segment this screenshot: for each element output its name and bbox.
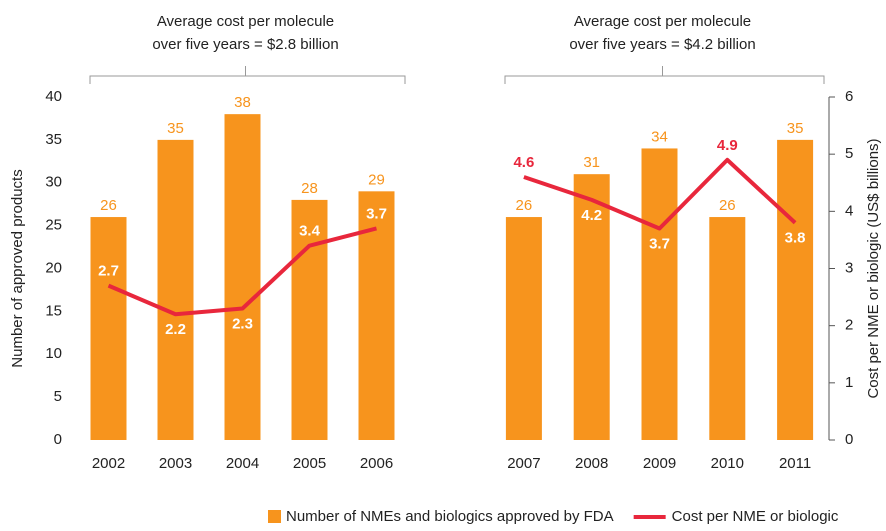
bar-label: 26 [516, 197, 533, 214]
bar [90, 217, 127, 440]
x-tick-label: 2010 [711, 455, 744, 472]
y-tick-label: 25 [45, 217, 62, 234]
x-tick-label: 2005 [293, 455, 326, 472]
annotation: over five years = $4.2 billion [569, 36, 755, 53]
line-label: 3.8 [785, 230, 806, 247]
y-tick-label: 0 [54, 431, 62, 448]
y2-tick-label: 6 [845, 88, 853, 105]
x-tick-label: 2007 [507, 455, 540, 472]
y2-tick-label: 3 [845, 259, 853, 276]
line-label: 3.7 [649, 235, 670, 252]
x-tick-label: 2011 [779, 455, 811, 472]
line-label: 4.2 [581, 207, 602, 224]
y-tick-label: 20 [45, 259, 62, 276]
y-tick-label: 10 [45, 345, 62, 362]
x-tick-label: 2006 [360, 455, 393, 472]
bar [709, 217, 746, 440]
bar [224, 114, 261, 441]
line-label: 2.7 [98, 263, 119, 280]
bar-label: 35 [787, 120, 804, 137]
y2-tick-label: 5 [845, 145, 853, 162]
bar-label: 29 [368, 171, 385, 188]
line-label: 2.2 [165, 321, 186, 338]
bar-label: 38 [234, 94, 251, 111]
y2-tick-label: 0 [845, 431, 853, 448]
bar-label: 35 [167, 120, 184, 137]
y2-tick-label: 4 [845, 202, 853, 219]
bar [291, 199, 328, 440]
bracket [89, 66, 406, 84]
bar-label: 26 [719, 197, 736, 214]
y-tick-label: 40 [45, 88, 62, 105]
line-label: 3.4 [299, 223, 321, 240]
x-tick-label: 2004 [226, 455, 259, 472]
bar-label: 26 [100, 197, 117, 214]
x-tick-label: 2008 [575, 455, 608, 472]
legend-label: Number of NMEs and biologics approved by… [286, 508, 614, 525]
y-tick-label: 15 [45, 302, 62, 319]
bar [573, 174, 610, 441]
y2-tick-label: 1 [845, 374, 853, 391]
annotation: Average cost per molecule [157, 13, 334, 30]
y-tick-label: 30 [45, 174, 62, 191]
y-tick-label: 35 [45, 131, 62, 148]
line-label: 3.7 [366, 205, 387, 222]
bar-label: 31 [583, 154, 600, 171]
line-label: 4.9 [717, 137, 738, 154]
bar [777, 139, 814, 440]
x-tick-label: 2009 [643, 455, 676, 472]
line-label: 4.6 [513, 154, 534, 171]
bar [641, 148, 678, 440]
line [523, 157, 797, 231]
x-tick-label: 2003 [159, 455, 192, 472]
bar-label: 28 [301, 180, 318, 197]
legend-label: Cost per NME or biologic [672, 508, 839, 525]
y2-axis-label: Cost per NME or biologic (US$ billions) [865, 138, 882, 398]
y-axis-label: Number of approved products [9, 169, 26, 367]
bar-label: 34 [651, 128, 668, 145]
bracket [504, 66, 825, 84]
line [107, 226, 377, 317]
y-tick-label: 5 [54, 388, 62, 405]
annotation: Average cost per molecule [574, 13, 751, 30]
x-tick-label: 2002 [92, 455, 125, 472]
y2-tick-label: 2 [845, 317, 853, 334]
bar [157, 139, 194, 440]
legend-swatch [268, 510, 281, 523]
bar [505, 217, 542, 440]
annotation: over five years = $2.8 billion [152, 36, 338, 53]
line-label: 2.3 [232, 315, 253, 332]
